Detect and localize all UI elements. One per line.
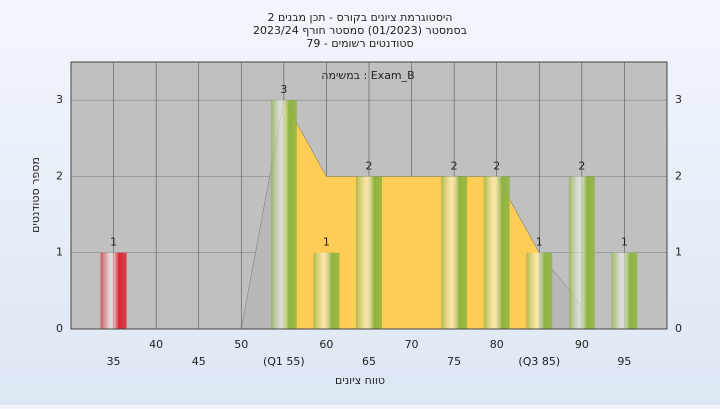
- value-label: 2: [578, 159, 585, 172]
- x-tick-label: 80: [490, 338, 504, 351]
- annotation: במשימה : Exam_B: [321, 69, 414, 82]
- bar: [568, 176, 595, 329]
- x-tick-label: 95: [617, 355, 631, 368]
- x-tick-label: 75: [447, 355, 461, 368]
- y2-tick-label: 0: [675, 322, 682, 335]
- y-tick-label: 2: [56, 169, 63, 182]
- x-tick-label: 65: [362, 355, 376, 368]
- x-tick-label: (Q3 85): [518, 355, 560, 368]
- x-tick-label: (Q1 55): [263, 355, 305, 368]
- bar: [611, 252, 638, 329]
- x-tick-label: 40: [149, 338, 163, 351]
- title-line: היסטוגרמת ציונים בקורס - תכן מבנים 2: [268, 11, 453, 24]
- bar: [313, 252, 340, 329]
- title-line: סטודנטים רשומים - 79: [306, 37, 413, 50]
- title-line: בסמסטר (01/2023) סמסטר חורף 2023/24: [253, 24, 467, 37]
- x-tick-label: 90: [575, 338, 589, 351]
- value-label: 1: [110, 236, 117, 249]
- value-label: 1: [323, 236, 330, 249]
- y2-tick-label: 1: [675, 246, 682, 259]
- value-label: 2: [493, 159, 500, 172]
- y2-tick-label: 3: [675, 93, 682, 106]
- y-axis-label: מספר סטודנטים: [29, 157, 42, 233]
- y-tick-label: 1: [56, 246, 63, 259]
- x-tick-label: 35: [107, 355, 121, 368]
- y-tick-label: 0: [56, 322, 63, 335]
- value-label: 1: [536, 236, 543, 249]
- x-tick-label: 60: [319, 338, 333, 351]
- bar: [270, 100, 297, 330]
- value-label: 1: [621, 236, 628, 249]
- y2-tick-label: 2: [675, 169, 682, 182]
- bar: [100, 252, 127, 329]
- plot-border: [70, 61, 668, 330]
- bar: [441, 176, 468, 329]
- x-axis-label: טווח ציונים: [335, 374, 385, 387]
- x-tick-label: 50: [234, 338, 248, 351]
- x-tick-label: 45: [192, 355, 206, 368]
- x-tick-label: 70: [405, 338, 419, 351]
- value-label: 2: [366, 159, 373, 172]
- bar: [356, 176, 382, 329]
- value-label: 3: [280, 83, 287, 96]
- y-tick-label: 3: [56, 93, 63, 106]
- value-label: 2: [451, 159, 458, 172]
- bar: [526, 252, 553, 329]
- bar: [483, 176, 510, 329]
